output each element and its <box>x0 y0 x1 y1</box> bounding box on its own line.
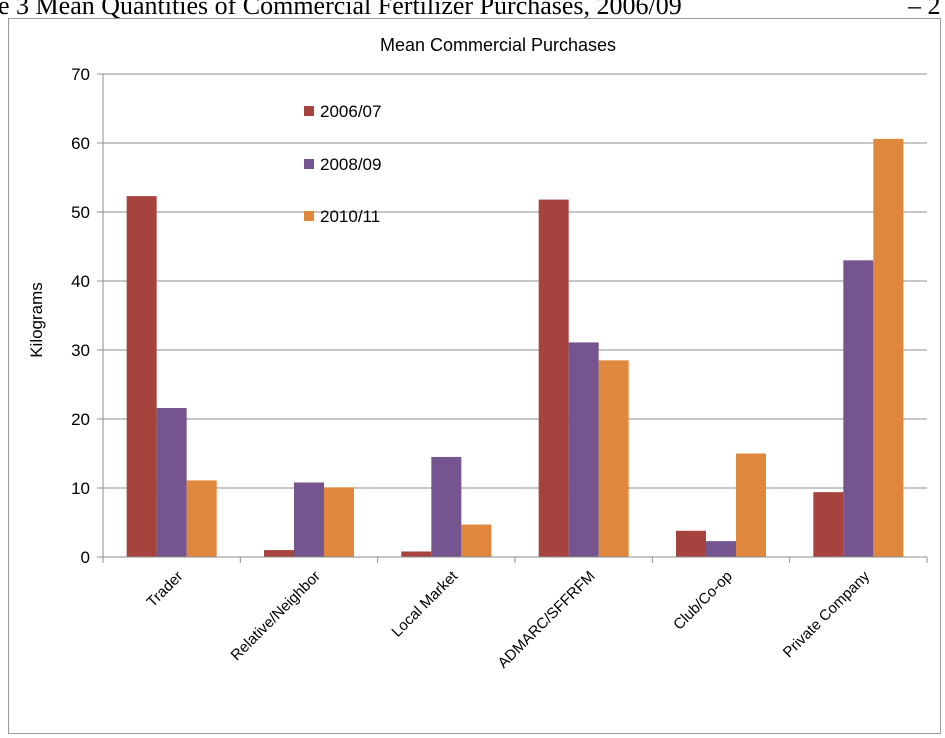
bar <box>813 492 844 557</box>
bar <box>401 551 432 557</box>
bar <box>461 524 492 557</box>
gridlines <box>103 73 927 489</box>
x-tick-label: Local Market <box>388 567 461 640</box>
axes <box>97 73 928 563</box>
bar <box>568 342 599 557</box>
legend-label: 2008/09 <box>320 155 381 174</box>
bars <box>126 138 904 558</box>
y-tick-label: 20 <box>71 410 90 429</box>
x-tick-label: Trader <box>144 568 187 611</box>
bar-chart: Mean Commercial Purchases Kilograms 0 10 2… <box>27 35 928 672</box>
bar <box>706 541 736 557</box>
x-tick-label: Relative/Neighbor <box>227 568 323 664</box>
y-tick-label: 40 <box>71 272 90 291</box>
y-tick-label: 30 <box>71 341 90 360</box>
bar <box>538 199 569 557</box>
figure-caption-tail: – 2 <box>908 0 941 20</box>
bar <box>156 407 187 557</box>
figure-caption: e 3 Mean Quantities of Commercial Fertil… <box>0 0 682 20</box>
bar <box>736 453 766 557</box>
y-tick-label: 60 <box>71 134 90 153</box>
y-tick-labels: 0 10 20 30 40 50 60 70 <box>71 65 90 567</box>
legend-swatch <box>304 211 314 221</box>
y-tick-label: 0 <box>81 548 90 567</box>
chart-frame: Mean Commercial Purchases Kilograms 0 10 2… <box>8 18 941 734</box>
page-header: e 3 Mean Quantities of Commercial Fertil… <box>0 0 945 21</box>
legend: 2006/07 2008/09 2010/11 <box>304 102 381 226</box>
bar <box>186 480 217 557</box>
legend-label: 2010/11 <box>320 207 380 226</box>
bar <box>126 196 157 557</box>
x-tick-label: Private Company <box>780 567 874 661</box>
y-tick-label: 10 <box>71 479 90 498</box>
bar <box>873 138 904 558</box>
chart-title: Mean Commercial Purchases <box>380 35 616 55</box>
x-tick-label: Club/Co-op <box>670 568 736 634</box>
bar <box>676 530 706 557</box>
bar <box>431 456 462 557</box>
y-tick-label: 50 <box>71 203 90 222</box>
bar <box>843 260 874 557</box>
x-tick-label: ADMARC/SFFRFM <box>495 568 599 672</box>
bar <box>598 360 629 557</box>
bar <box>324 487 354 557</box>
legend-swatch <box>304 159 314 169</box>
legend-label: 2006/07 <box>320 102 381 121</box>
bar <box>294 482 324 557</box>
bar <box>264 550 294 557</box>
legend-swatch <box>304 106 314 116</box>
x-tick-labels: Trader Relative/Neighbor Local Market ADMAR… <box>144 567 874 672</box>
y-tick-label: 70 <box>71 65 90 84</box>
y-axis-label: Kilograms <box>27 282 46 358</box>
